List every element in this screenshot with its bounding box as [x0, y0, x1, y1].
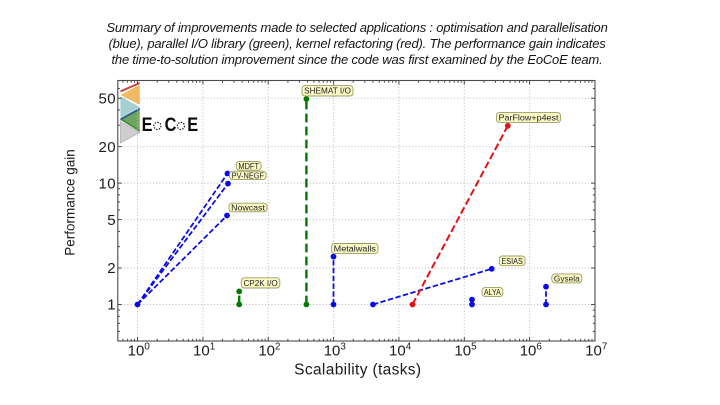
- svg-text:Nowcast: Nowcast: [231, 202, 265, 212]
- svg-text:Metalwalls: Metalwalls: [334, 244, 376, 254]
- svg-text:102: 102: [258, 342, 280, 360]
- svg-text:101: 101: [193, 342, 215, 360]
- svg-text:SHEMAT I/O: SHEMAT I/O: [304, 86, 351, 96]
- svg-text:Gysela: Gysela: [554, 273, 580, 283]
- svg-text:E: E: [142, 114, 153, 136]
- svg-text:Scalability (tasks): Scalability (tasks): [294, 362, 421, 379]
- svg-text:20: 20: [99, 139, 117, 156]
- svg-text:1: 1: [107, 297, 116, 314]
- svg-text:ALYA: ALYA: [484, 287, 501, 297]
- svg-text:107: 107: [585, 342, 607, 360]
- svg-text:PV-NEGF: PV-NEGF: [232, 170, 264, 180]
- svg-text:2: 2: [107, 260, 116, 277]
- svg-text:CP2K I/O: CP2K I/O: [243, 278, 278, 288]
- svg-text:5: 5: [107, 212, 116, 229]
- svg-text:10: 10: [99, 175, 117, 192]
- svg-text:ParFlow+p4est: ParFlow+p4est: [499, 112, 560, 122]
- svg-text:MDFT: MDFT: [238, 161, 259, 171]
- svg-text:Performance gain: Performance gain: [63, 149, 78, 256]
- svg-text:C: C: [165, 114, 177, 136]
- svg-text:ESIAS: ESIAS: [501, 256, 523, 266]
- svg-text:E: E: [187, 114, 198, 136]
- svg-text:50: 50: [99, 90, 117, 107]
